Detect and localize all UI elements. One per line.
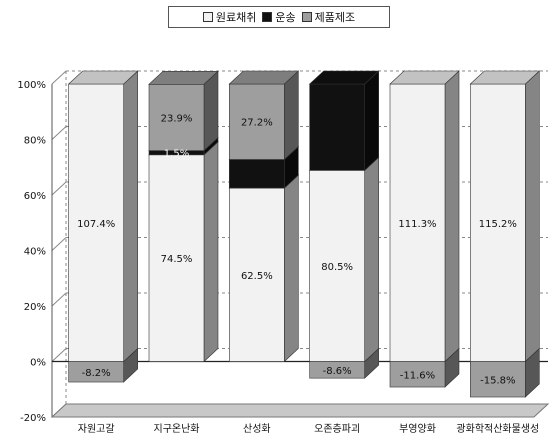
data-label: 62.5% — [241, 271, 273, 282]
bar-segment-top — [308, 70, 380, 85]
bar-segment — [229, 83, 285, 160]
data-label: 23.9% — [161, 113, 193, 124]
x-tick-label: 지구온난화 — [154, 423, 200, 435]
y-tick-label: 20% — [24, 302, 46, 313]
y-tick-label: -20% — [20, 413, 46, 424]
y-tick-label: 40% — [24, 247, 46, 258]
y-tick-label: 100% — [17, 80, 46, 91]
legend-label-raw: 원료채취 — [215, 11, 257, 24]
bar-segment — [309, 83, 365, 171]
x-tick-label: 광화학적산화물생성 — [456, 423, 539, 435]
chart-legend: 원료채취 운송 제품제조 — [168, 6, 390, 28]
bar-segment-side — [203, 70, 219, 152]
grid-diagonal — [51, 237, 67, 251]
data-label: -15.8% — [480, 375, 515, 386]
bar-segment-side — [203, 141, 219, 363]
x-tick-label: 자원고갈 — [78, 422, 115, 435]
bar-segment-side — [123, 70, 138, 363]
bar-segment-side — [284, 70, 299, 161]
x-tick-label: 오존층파괴 — [314, 423, 360, 435]
legend-item-raw: 원료채취 — [202, 9, 257, 25]
y-tick-label: 60% — [24, 191, 46, 202]
data-label: 74.5% — [161, 254, 193, 265]
grid-diagonal — [51, 181, 67, 196]
bar-segment — [229, 159, 285, 189]
bar-segment — [470, 361, 526, 398]
data-label: -11.6% — [400, 370, 435, 381]
bar-segment-top — [148, 70, 219, 85]
legend-label-manufacture: 제품제조 — [314, 11, 356, 24]
data-label: 80.5% — [321, 262, 353, 273]
bar-segment — [309, 170, 365, 362]
bar-segment — [389, 361, 446, 388]
bar-segment — [68, 83, 124, 362]
bar-segment — [389, 83, 446, 362]
bar-segment — [148, 83, 205, 151]
data-label: 107.4% — [77, 219, 115, 230]
bar-segment-top — [469, 70, 541, 85]
data-label: 27.2% — [241, 118, 273, 129]
bar-segment-top — [67, 70, 139, 85]
legend-item-transport: 운송 — [262, 9, 296, 25]
grid-diagonal — [51, 126, 67, 140]
bar-segment — [470, 83, 526, 362]
legend-swatch-raw — [202, 12, 213, 22]
y-tick-label: 0% — [30, 358, 46, 369]
grid-diagonal — [51, 348, 67, 362]
x-tick-label: 산성화 — [243, 423, 271, 435]
chart-floor — [50, 403, 550, 418]
data-label: -8.2% — [82, 368, 111, 379]
bar-segment — [148, 154, 205, 362]
y-tick-label: 80% — [24, 136, 46, 147]
bar-segment-side — [525, 70, 540, 363]
grid-diagonal — [51, 70, 67, 85]
legend-swatch-manufacture — [301, 12, 312, 22]
bar-segment-top — [228, 70, 300, 85]
bar-segment-top — [389, 70, 460, 85]
grid-diagonal — [51, 292, 67, 307]
legend-swatch-transport — [262, 12, 273, 22]
bar-segment-side — [364, 156, 379, 363]
data-label: 1.5% — [164, 149, 189, 160]
legend-item-manufacture: 제품제조 — [301, 9, 356, 25]
data-label: 115.2% — [479, 219, 517, 230]
data-label: 111.3% — [398, 219, 436, 230]
data-label: -8.6% — [323, 366, 352, 377]
x-tick-label: 부영양화 — [399, 423, 436, 435]
legend-label-transport: 운송 — [275, 11, 296, 24]
bar-segment-side — [284, 174, 299, 363]
bar-segment-side — [444, 70, 460, 363]
bar-segment-side — [364, 70, 379, 171]
